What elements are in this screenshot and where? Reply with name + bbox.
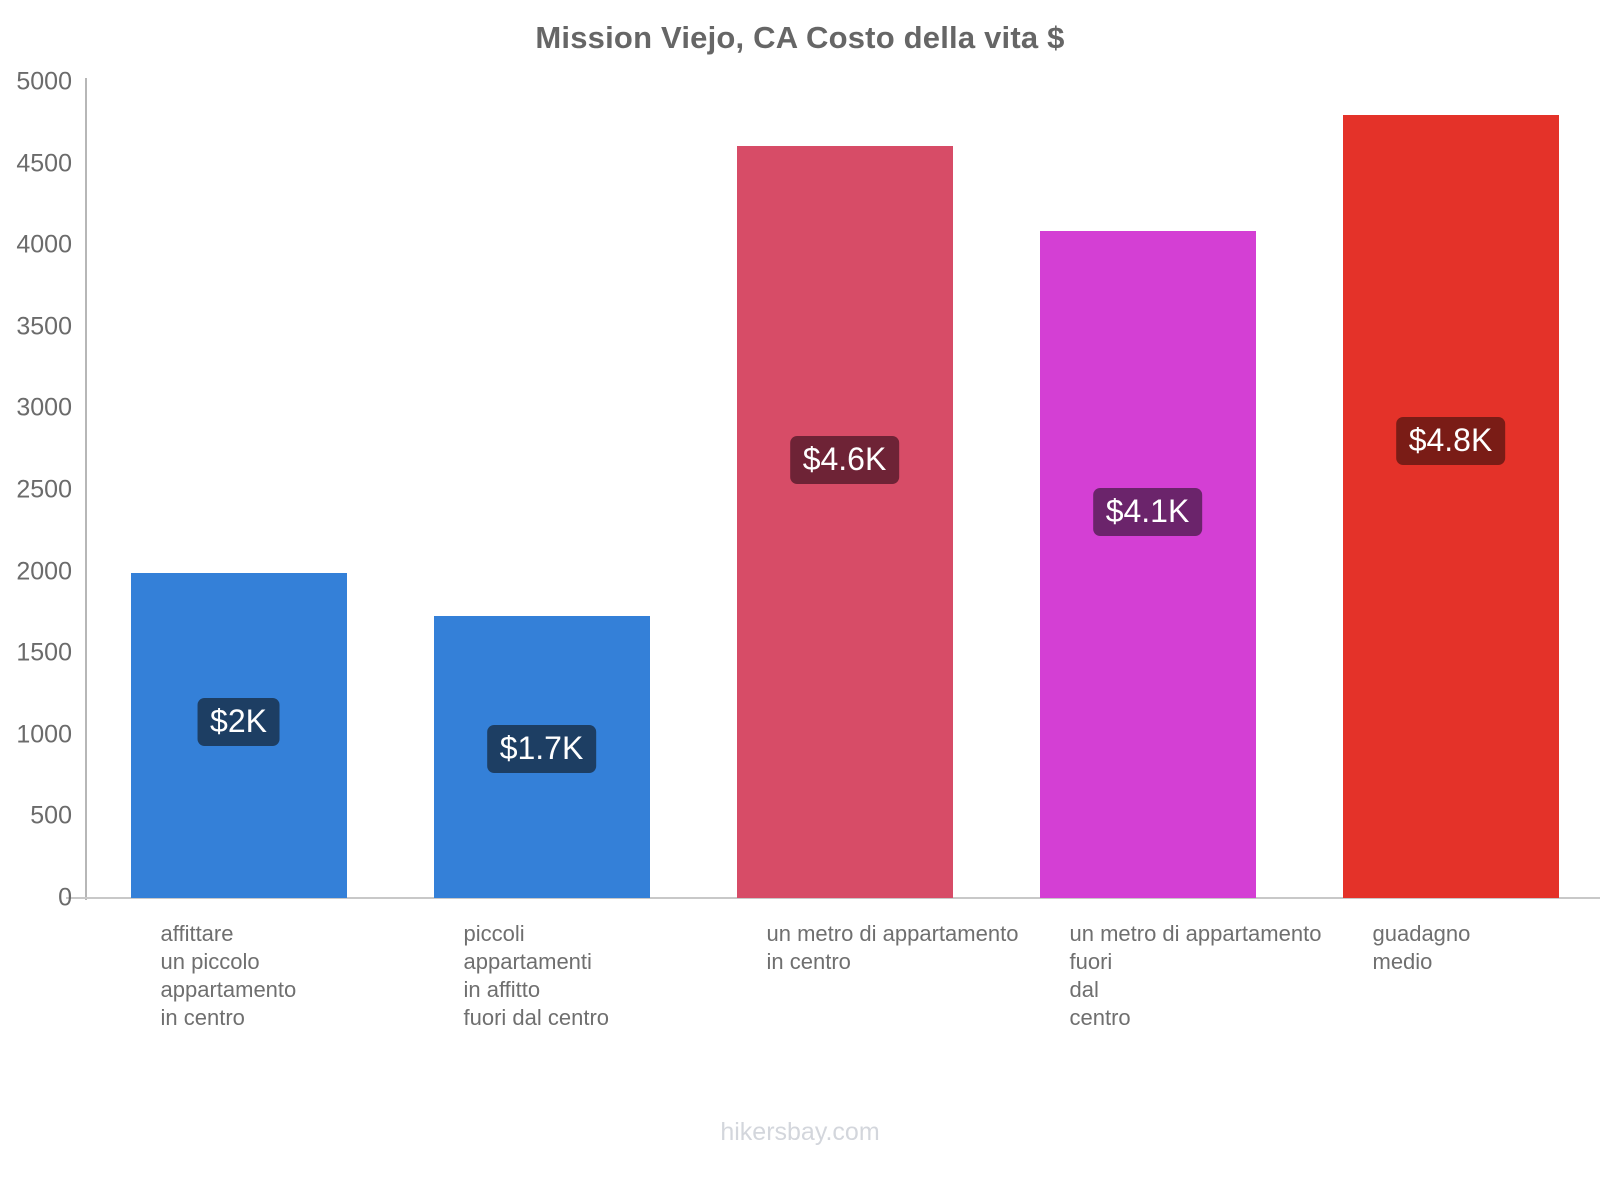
y-axis-tick-label: 1500 [16,638,72,667]
x-axis-category-label: guadagno medio [1372,921,1471,975]
y-axis-tick-label: 0 [58,883,72,912]
x-axis-baseline [66,897,1600,899]
chart-title: Mission Viejo, CA Costo della vita $ [535,20,1065,55]
y-axis-tick-label: 5000 [16,67,72,96]
bar-value-label: $4.6K [789,435,900,484]
y-axis-tick-label: 2000 [16,557,72,586]
x-axis-category-label: affittare un piccolo appartamento in cen… [160,921,297,1031]
x-axis-category-label: piccoli appartamenti in affitto fuori da… [463,921,610,1031]
bar[interactable]: $2K [130,573,347,898]
bar[interactable]: $1.7K [433,615,650,898]
y-axis-tick-label: 1000 [16,720,72,749]
x-axis-category-label: un metro di appartamento in centro [766,921,1019,975]
bar[interactable]: $4.1K [1039,230,1256,898]
bar[interactable]: $4.8K [1342,114,1559,898]
y-axis-tick-label: 3500 [16,312,72,341]
y-axis-tick-label: 3000 [16,393,72,422]
watermark-label: hikersbay.com [720,1118,880,1146]
bar-value-label: $2K [197,698,280,747]
x-axis-category-label: un metro di appartamento fuori dal centr… [1069,921,1322,1031]
y-axis-tick-label: 4000 [16,230,72,259]
bar-value-label: $4.1K [1092,487,1203,536]
y-axis-tick-label: 2500 [16,475,72,504]
bar-value-label: $4.8K [1395,416,1506,465]
plot-area: $2K $1.7K $4.6K $4.1K $4.8K [85,82,1600,898]
bar[interactable]: $4.6K [736,145,953,898]
y-axis-tick-label: 4500 [16,149,72,178]
y-axis-tick-label: 500 [30,801,72,830]
y-axis-line [85,78,87,900]
bar-value-label: $1.7K [486,724,597,773]
